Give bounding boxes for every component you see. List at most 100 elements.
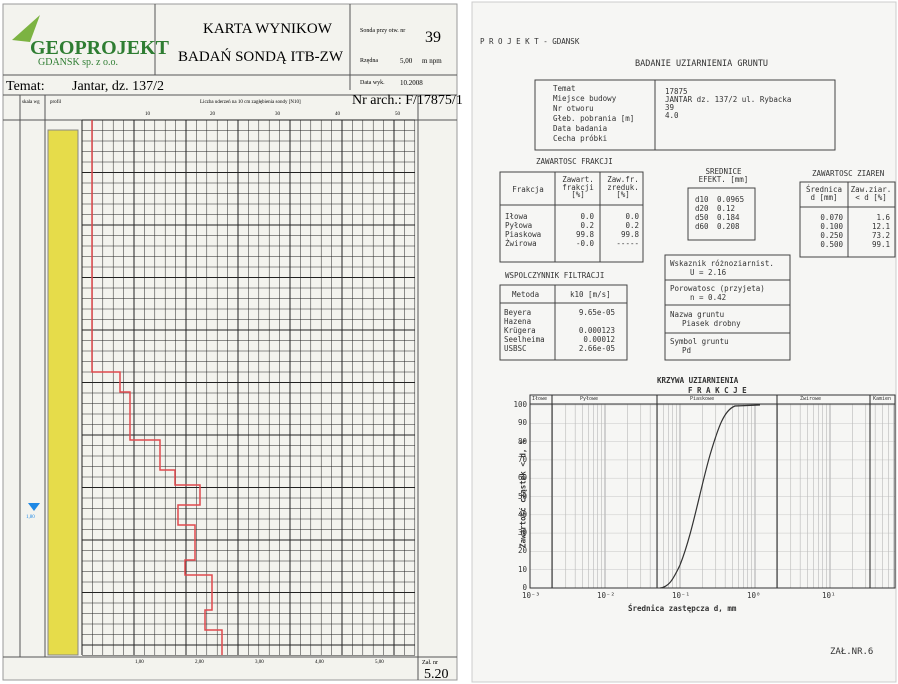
table-header: Średnica d [mm] (802, 186, 846, 201)
fraction-label: Pyłowe (580, 397, 598, 402)
table-cell: 0.500 (803, 241, 843, 249)
table-cell: d10 (695, 196, 709, 204)
table-cell: 0.12 (717, 205, 735, 213)
y-tick-label: 90 (505, 419, 527, 427)
param-value: Piasek drobny (682, 320, 741, 328)
y-tick-label: 30 (505, 529, 527, 537)
scale-label: 30 (275, 112, 280, 117)
y-tick-label: 40 (505, 511, 527, 519)
table-cell: 0.070 (803, 214, 843, 222)
info-value: JANTAR dz. 137/2 ul. Rybacka (665, 96, 791, 104)
fraction-label: Iłowe (532, 397, 547, 402)
table-cell: ----- (601, 240, 639, 248)
param-label: Nazwa gruntu (670, 311, 724, 319)
table-cell: 0.250 (803, 232, 843, 240)
x-tick-label: 10¹ (822, 592, 836, 600)
x-tick-label: 10⁻² (597, 592, 615, 600)
title: BADANIE UZIARNIENIA GRUNTU (635, 60, 768, 69)
logo-sub: GDANSK sp. z o.o. (38, 58, 118, 68)
curve-title: KRZYWA UZIARNIENIA (657, 377, 738, 385)
section-title: WSPOLCZYNNIK FILTRACJI (505, 272, 604, 280)
value: 39 (425, 30, 441, 46)
y-tick-label: 70 (505, 456, 527, 464)
section-title: SREDNICE EFEKT. [mm] (696, 168, 751, 183)
archive: Nr arch.: F/17875/1 (352, 94, 463, 108)
table-cell: Beyera (504, 309, 531, 317)
table-cell: 0.0 (556, 213, 594, 221)
info-label: Głeb. pobrania [m] (553, 115, 634, 123)
table-cell: d20 (695, 205, 709, 213)
table-cell: 12.1 (850, 223, 890, 231)
param-label: Wskaznik różnoziarnist. (670, 260, 774, 268)
value: 5,00 (400, 58, 412, 65)
table-cell: d50 (695, 214, 709, 222)
table-cell: 99.1 (850, 241, 890, 249)
param-value: n = 0.42 (690, 294, 726, 302)
table-header: Zaw.ziar. < d [%] (849, 186, 893, 201)
unit: m npm (422, 58, 442, 65)
fraction-label: Kamien (873, 397, 891, 402)
table-cell: 0.0965 (717, 196, 744, 204)
table-cell: 0.000123 (560, 327, 615, 335)
table-cell: 0.2 (556, 222, 594, 230)
table-header: Zawart. frakcji [%] (558, 176, 598, 199)
col-header: Liczba uderzeń na 10 cm zagłębienia sond… (200, 100, 301, 105)
value: 10.2008 (400, 80, 423, 87)
table-cell: 0.2 (601, 222, 639, 230)
table-cell: 0.208 (717, 223, 740, 231)
scale-label: 2,00 (195, 660, 204, 665)
label: Data wyk. (360, 80, 385, 86)
section-title: ZAWARTOSC ZIAREN (812, 170, 884, 178)
table-cell: 73.2 (850, 232, 890, 240)
x-axis-label: Średnica zastępcza d, mm (628, 605, 736, 613)
table-header: k10 [m/s] (570, 291, 611, 299)
scale-label: 3,00 (255, 660, 264, 665)
scale-label: 50 (395, 112, 400, 117)
doc-title: BADAŃ SONDĄ ITB-ZW (178, 50, 343, 65)
y-tick-label: 100 (505, 401, 527, 409)
param-label: Porowatosc (przyjeta) (670, 285, 765, 293)
scale-label: 40 (335, 112, 340, 117)
table-cell: 1.6 (850, 214, 890, 222)
total-depth: 5.20 (424, 668, 449, 682)
info-value: 4.0 (665, 112, 679, 120)
param-value: Pd (682, 347, 691, 355)
header: P R O J E K T - GDANSK (480, 38, 579, 46)
scale-label: 20 (210, 112, 215, 117)
info-label: Data badania (553, 125, 607, 133)
table-cell: USBSC (504, 345, 527, 353)
table-cell: -0.0 (556, 240, 594, 248)
topic: Jantar, dz. 137/2 (72, 80, 164, 94)
y-tick-label: 20 (505, 547, 527, 555)
table-cell: d60 (695, 223, 709, 231)
topic-label: Temat: (6, 80, 45, 94)
table-cell: Hazena (504, 318, 531, 326)
param-value: U = 2.16 (690, 269, 726, 277)
table-cell: Krügera (504, 327, 536, 335)
photo: GEOPROJEKT GDANSK sp. z o.o. KARTA WYNIK… (0, 0, 898, 684)
info-label: Miejsce budowy (553, 95, 616, 103)
scale-label: 4,00 (315, 660, 324, 665)
table-cell: 2.66e-05 (560, 345, 615, 353)
info-label: Nr otworu (553, 105, 594, 113)
section-title: ZAWARTOSC FRAKCJI (536, 158, 613, 166)
fractions-title: F R A K C J E (688, 387, 747, 395)
scale-label: 1,00 (135, 660, 144, 665)
x-tick-label: 10⁰ (747, 592, 761, 600)
table-cell: 99.8 (556, 231, 594, 239)
table-cell: Pyłowa (505, 222, 532, 230)
fraction-label: Żwirowe (800, 397, 821, 402)
table-cell: 0.0 (601, 213, 639, 221)
doc-title: KARTA WYNIKOW (203, 22, 332, 37)
param-label: Symbol gruntu (670, 338, 729, 346)
y-tick-label: 50 (505, 493, 527, 501)
table-header: Zaw.fr. zreduk. [%] (603, 176, 643, 199)
table-cell: Żwirowa (505, 240, 537, 248)
label: Sonda przy otw. nr (360, 28, 405, 34)
table-header: Metoda (512, 291, 539, 299)
x-tick-label: 10⁻¹ (672, 592, 690, 600)
table-cell: Piaskowa (505, 231, 541, 239)
scale-label: 10 (145, 112, 150, 117)
table-header: Frakcja (503, 186, 553, 194)
info-label: Temat (553, 85, 576, 93)
